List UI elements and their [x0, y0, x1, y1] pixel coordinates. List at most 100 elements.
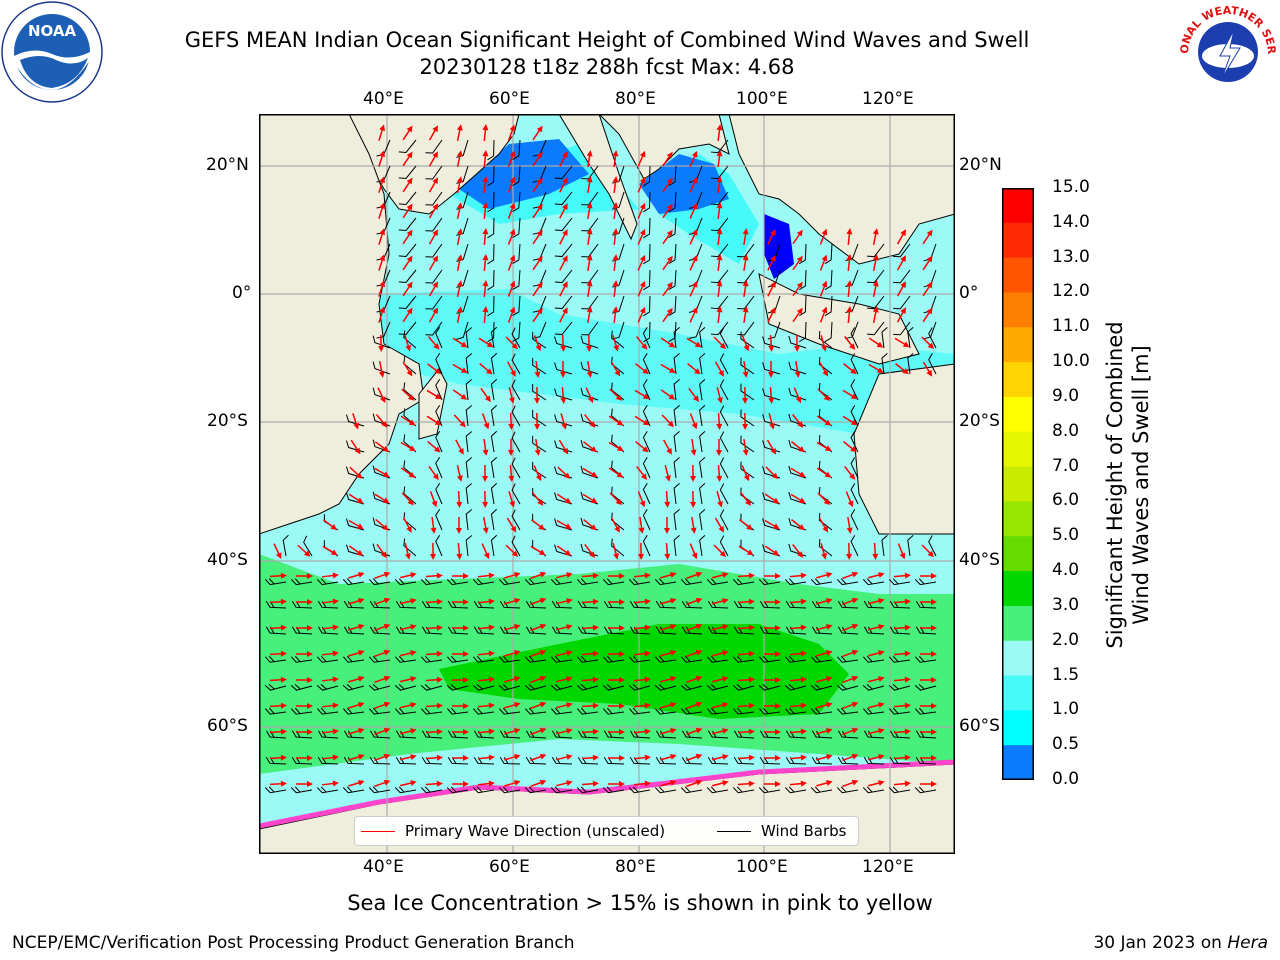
- wave-direction-arrow: [533, 335, 542, 352]
- wave-direction-arrow: [739, 519, 753, 531]
- wave-direction-arrow: [508, 464, 515, 482]
- wave-direction-arrow: [295, 598, 313, 605]
- colorbar-tick-label: 0.5: [1052, 734, 1080, 755]
- wave-direction-arrow: [507, 176, 516, 193]
- wind-barb: [673, 431, 680, 453]
- wind-barb: [642, 353, 651, 375]
- wave-direction-arrow: [321, 650, 339, 657]
- wave-direction-arrow: [533, 465, 542, 482]
- wind-barb: [888, 683, 911, 691]
- wind-barb: [914, 683, 937, 691]
- wave-direction-arrow: [842, 649, 859, 658]
- wave-direction-arrow: [612, 202, 619, 220]
- wave-direction-arrow: [893, 728, 911, 735]
- wind-barb: [456, 191, 469, 210]
- wave-direction-arrow: [844, 336, 856, 350]
- wave-direction-arrow: [896, 229, 906, 245]
- wind-barb: [499, 626, 521, 635]
- lat-label-right-0: 0°: [959, 283, 979, 303]
- wave-direction-arrow: [425, 780, 443, 787]
- wave-direction-arrow: [767, 255, 776, 271]
- wind-barb: [719, 483, 729, 505]
- wind-barb: [732, 683, 755, 691]
- wind-barb: [551, 600, 573, 609]
- wave-direction-arrow: [586, 306, 593, 324]
- wave-direction-arrow: [556, 754, 573, 761]
- colorbar-segment: [1002, 431, 1034, 468]
- wind-barb: [456, 243, 469, 262]
- wave-direction-arrow: [763, 598, 781, 605]
- lon-label-bottom-40e: 40°E: [363, 857, 404, 877]
- wave-direction-arrow: [400, 702, 417, 709]
- wave-direction-arrow: [530, 545, 546, 556]
- wind-barb: [465, 379, 473, 401]
- wave-direction-arrow: [716, 387, 723, 404]
- wave-direction-arrow: [378, 254, 386, 271]
- wave-direction-arrow: [868, 572, 885, 579]
- wave-direction-arrow: [482, 464, 489, 482]
- wave-direction-arrow: [378, 280, 386, 297]
- wave-height-map: [259, 114, 955, 854]
- wind-barb: [668, 269, 677, 291]
- lon-label-top-100e: 100°E: [736, 89, 788, 109]
- wave-direction-arrow: [456, 254, 463, 272]
- wave-direction-arrow: [375, 518, 389, 531]
- wave-direction-arrow: [377, 387, 386, 404]
- wave-direction-arrow: [378, 360, 385, 378]
- wave-direction-arrow: [689, 228, 698, 245]
- wave-direction-arrow: [508, 412, 515, 430]
- wind-barb: [581, 321, 599, 336]
- wave-direction-arrow: [633, 572, 651, 579]
- wave-direction-arrow: [609, 492, 622, 506]
- wave-direction-arrow: [530, 675, 547, 684]
- wind-barb: [798, 321, 807, 343]
- wave-direction-arrow: [893, 702, 911, 709]
- wave-direction-arrow: [842, 701, 859, 710]
- wave-direction-arrow: [482, 124, 489, 142]
- wave-direction-arrow: [534, 386, 541, 404]
- wave-direction-arrow: [374, 675, 391, 684]
- wave-direction-arrow: [348, 545, 364, 556]
- wave-direction-arrow: [612, 150, 619, 168]
- wind-barb: [811, 730, 833, 739]
- wave-direction-arrow: [742, 228, 749, 246]
- wind-barb: [435, 352, 443, 375]
- wave-direction-arrow: [478, 337, 494, 348]
- wind-barb: [707, 707, 729, 715]
- wave-direction-arrow: [868, 754, 885, 761]
- wave-direction-arrow: [295, 728, 313, 735]
- wave-direction-arrow: [819, 228, 828, 245]
- wave-direction-arrow: [348, 649, 365, 657]
- wind-barb: [264, 578, 287, 586]
- wave-direction-arrow: [842, 623, 859, 632]
- wave-direction-arrow: [662, 439, 672, 455]
- wave-direction-arrow: [792, 229, 803, 245]
- wave-direction-arrow: [740, 492, 752, 506]
- wind-barb: [867, 321, 885, 336]
- wave-direction-arrow: [559, 151, 568, 167]
- wave-direction-arrow: [893, 676, 911, 683]
- wind-barb: [524, 683, 547, 691]
- wind-barb: [893, 269, 911, 284]
- wave-direction-arrow: [737, 702, 755, 709]
- wave-direction-arrow: [426, 415, 442, 426]
- wave-direction-arrow: [637, 150, 646, 167]
- wave-direction-arrow: [842, 675, 859, 684]
- wave-direction-arrow: [482, 202, 489, 220]
- wave-direction-arrow: [451, 598, 469, 605]
- wind-barb: [465, 535, 473, 557]
- wind-barb: [554, 388, 573, 401]
- wind-barb: [850, 535, 859, 557]
- wave-direction-arrow: [741, 465, 750, 482]
- wind-barb: [699, 326, 706, 349]
- wind-barb: [473, 707, 495, 715]
- colorbar-tick-label: 0.0: [1052, 769, 1080, 789]
- wave-direction-arrow: [633, 728, 651, 735]
- wave-direction-arrow: [686, 571, 703, 580]
- wave-direction-arrow: [269, 780, 287, 787]
- wave-direction-arrow: [477, 676, 495, 683]
- wave-direction-arrow: [689, 413, 698, 430]
- lat-label-right-60s: 60°S: [959, 716, 1000, 736]
- wave-direction-arrow: [403, 517, 412, 533]
- wave-zone-bay-dark: [639, 154, 729, 214]
